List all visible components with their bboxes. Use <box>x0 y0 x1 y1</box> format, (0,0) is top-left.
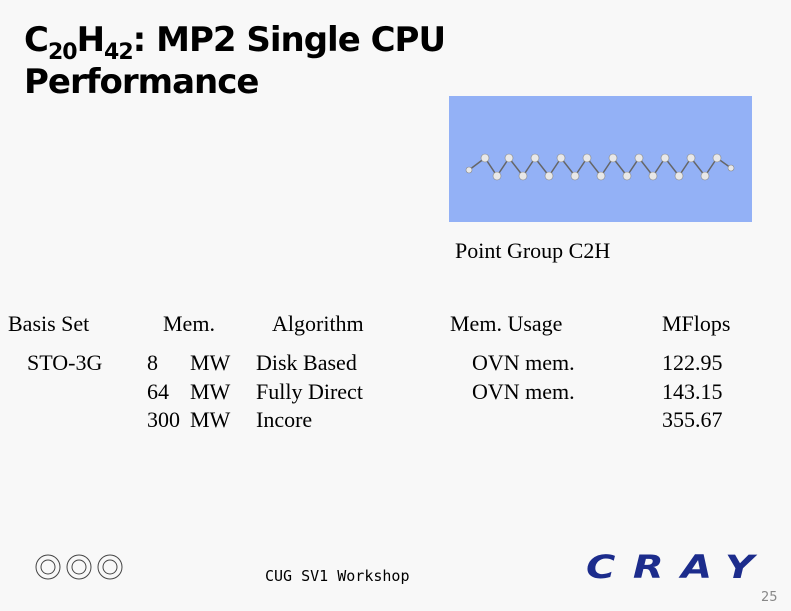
logo: CRAY <box>586 548 772 586</box>
table-cell: Disk Based <box>256 350 357 375</box>
table-cell: OVN mem. <box>472 378 575 404</box>
table-cell: MW <box>190 350 231 375</box>
table-cell: 64 <box>147 378 169 404</box>
table-cell: Fully Direct <box>256 378 363 404</box>
table-cell: OVN mem. <box>472 350 575 375</box>
table-cell: 143.15 <box>662 378 723 404</box>
title-text: H <box>76 20 105 60</box>
image-caption: Point Group C2H <box>455 238 611 263</box>
title-line2: Performance <box>24 62 259 102</box>
title-line1: C20H42: MP2 Single CPU <box>24 20 446 73</box>
table-cell: 300 <box>147 407 180 432</box>
column-header: Basis Set <box>8 311 90 336</box>
column-header: Mem. <box>163 311 215 336</box>
table-cell: 8 <box>147 350 158 375</box>
column-header: Mem. Usage <box>450 311 563 336</box>
column-header: MFlops <box>662 311 731 336</box>
table-cell: STO-3G <box>27 350 103 375</box>
title-text: C <box>24 20 49 60</box>
footer-text: CUG SV1 Workshop <box>265 567 410 585</box>
table-cell: 122.95 <box>662 350 723 375</box>
table-cell: 355.67 <box>662 407 723 432</box>
table-cell: MW <box>190 378 231 404</box>
page-number: 25 <box>761 590 778 605</box>
title-sub: 20 <box>47 40 78 65</box>
molecule-image <box>449 96 752 222</box>
title-text: : MP2 Single CPU <box>132 20 446 60</box>
logos <box>35 554 123 580</box>
image-background <box>449 96 752 222</box>
table-cell: MW <box>190 407 231 432</box>
column-header: Algorithm <box>272 311 364 336</box>
table-cell: Incore <box>256 407 313 432</box>
molecule <box>465 153 735 181</box>
title-sub: 42 <box>104 40 134 65</box>
